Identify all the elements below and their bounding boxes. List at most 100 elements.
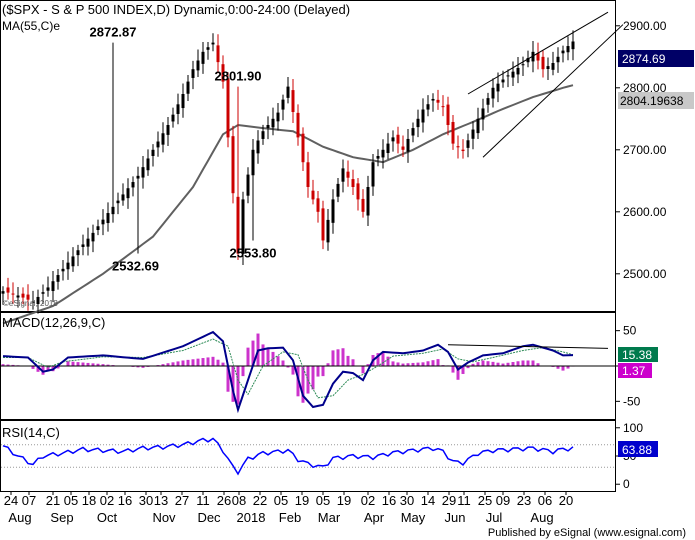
price-axis-ticks: 2500.00 2600.00 2700.00 2800.00 2900.00 — [615, 19, 667, 281]
candle — [401, 135, 405, 157]
candle — [206, 41, 210, 60]
candle — [321, 200, 325, 250]
candle — [471, 121, 475, 150]
date-tick-label: 30 — [400, 493, 414, 508]
date-tick-label: 05 — [64, 493, 78, 508]
macd-hist-bar — [301, 366, 305, 403]
candle — [441, 95, 445, 117]
candle — [241, 191, 245, 265]
candle — [451, 114, 455, 150]
chart-title: ($SPX - S & P 500 INDEX,D) Dynamic,0:00-… — [2, 2, 350, 17]
candle — [301, 127, 305, 172]
rsi-line-group — [2, 437, 574, 476]
macd-hist-bar — [516, 361, 520, 366]
macd-tick-label: -50 — [623, 394, 641, 408]
date-tick-label: 19 — [295, 493, 309, 508]
candle — [71, 247, 75, 272]
price-annotation: 2553.80 — [230, 245, 277, 260]
candle — [361, 189, 365, 218]
candle — [191, 60, 195, 90]
macd-hist-bar — [241, 366, 245, 377]
date-tick-label: 16 — [382, 493, 396, 508]
macd-hist-bar — [66, 361, 70, 366]
macd-hist-value: 1.37 — [622, 364, 646, 378]
price-tick-label: 2800.00 — [623, 81, 667, 95]
date-tick-label: 13 — [154, 493, 168, 508]
month-label: Dec — [197, 510, 221, 525]
candle — [201, 42, 205, 74]
macd-hist-bar — [406, 363, 410, 366]
candle — [546, 57, 550, 80]
macd-hist-bar — [361, 366, 365, 374]
macd-hist-bar — [161, 364, 165, 366]
macd-hist-bar — [286, 366, 290, 368]
macd-hist-bar — [336, 349, 340, 366]
rsi-value-badge — [618, 441, 658, 457]
candle — [291, 78, 295, 123]
candlestick-series — [1, 30, 575, 314]
macd-hist-bar — [376, 353, 380, 366]
macd-hist-bar — [431, 360, 435, 366]
candle — [81, 234, 85, 256]
ma-value: 2804.19638 — [620, 94, 684, 108]
candle — [266, 116, 270, 140]
macd-hist-bar — [386, 356, 390, 366]
macd-hist-bar — [271, 351, 275, 366]
macd-hist-bar — [536, 363, 540, 366]
macd-hist-bar — [261, 344, 265, 366]
candle — [416, 109, 420, 138]
candle — [211, 33, 215, 52]
date-tick-label: 06 — [538, 493, 552, 508]
macd-hist-bar — [236, 366, 240, 405]
candle — [156, 131, 160, 157]
candle — [186, 74, 190, 102]
macd-line — [2, 330, 574, 414]
rsi-guide-lines — [1, 444, 615, 468]
macd-signal-line — [3, 338, 574, 399]
macd-hist-bar — [521, 360, 525, 366]
candle — [76, 244, 80, 267]
candle — [481, 98, 485, 131]
candle — [351, 169, 355, 196]
date-tick-label: 24 — [4, 493, 18, 508]
price-tick-label: 2600.00 — [623, 205, 667, 219]
macd-hist-bar — [221, 362, 225, 366]
candle — [31, 290, 35, 310]
macd-hist-bar — [556, 366, 560, 369]
candle — [566, 36, 570, 61]
last-price-value: 2874.69 — [622, 52, 666, 66]
macd-value: 15.38 — [622, 348, 652, 362]
macd-hist-bar — [331, 350, 335, 366]
month-label: May — [401, 510, 426, 525]
candle — [561, 45, 565, 63]
date-tick-label: 08 — [232, 493, 246, 508]
month-label: 2018 — [237, 510, 266, 525]
macd-hist-bar — [96, 363, 100, 366]
rsi-tick-label: 100 — [623, 421, 643, 435]
macd-hist-bar — [411, 362, 415, 366]
candle — [556, 47, 560, 73]
date-tick-label: 07 — [22, 493, 36, 508]
month-label: Mar — [318, 510, 341, 525]
date-tick-label: 19 — [337, 493, 351, 508]
macd-hist-bar — [421, 362, 425, 366]
candle — [386, 132, 390, 160]
candle — [326, 208, 330, 251]
date-tick-label: 11 — [196, 493, 210, 508]
macd-hist-bar — [416, 362, 420, 366]
macd-hist-bar — [196, 358, 200, 366]
candle — [466, 133, 470, 158]
candle — [371, 153, 375, 196]
macd-hist-bar — [526, 360, 530, 366]
macd-hist-bar — [216, 359, 220, 366]
macd-hist-bar — [136, 366, 140, 368]
candle — [91, 224, 95, 253]
candle — [151, 144, 155, 167]
macd-hist-bar — [176, 361, 180, 366]
price-trendlines — [467, 11, 624, 158]
ma-label: MA(55,C)e — [2, 19, 60, 33]
candle — [551, 51, 555, 76]
macd-hist-bar — [201, 358, 205, 366]
macd-hist-bar — [321, 366, 325, 377]
